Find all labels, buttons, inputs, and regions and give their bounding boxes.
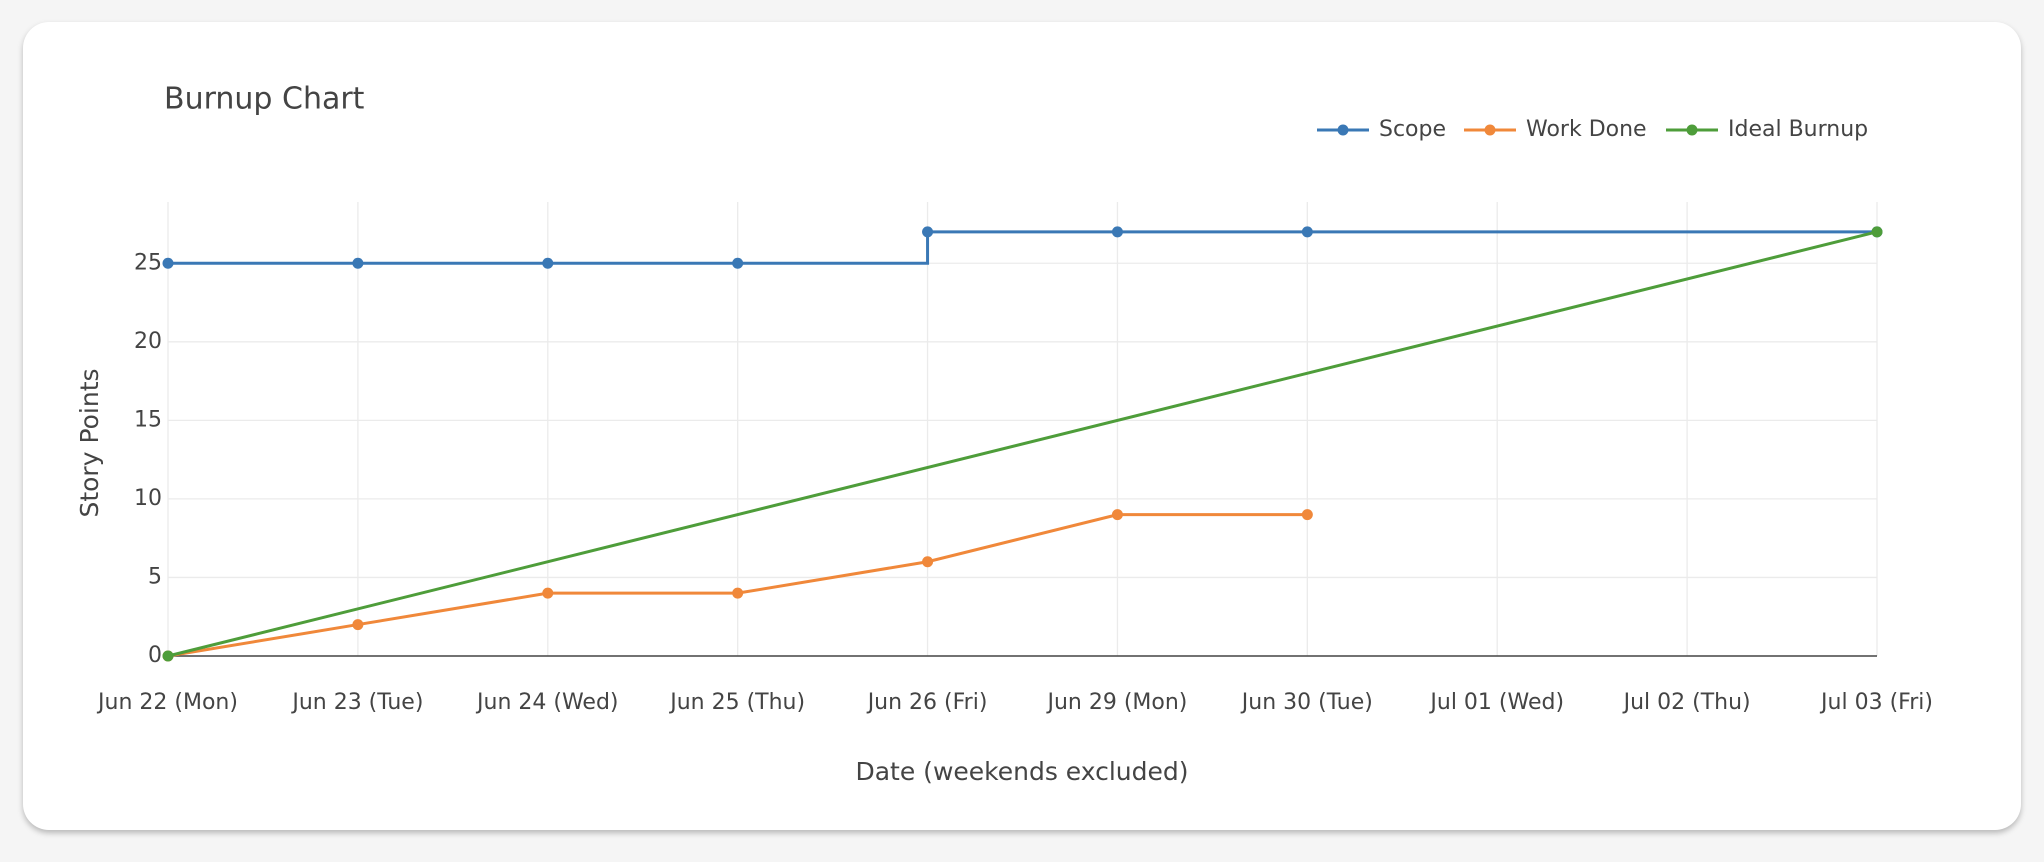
series-line <box>167 230 1878 658</box>
point <box>542 257 554 269</box>
x-tick-label: Jun 24 (Wed) <box>475 690 619 715</box>
x-tick-label: Jul 02 (Thu) <box>1622 690 1751 715</box>
point <box>922 226 934 238</box>
legend-label: Work Done <box>1526 117 1647 142</box>
y-tick-label: 5 <box>148 564 162 589</box>
point <box>1301 509 1313 521</box>
point <box>352 619 364 631</box>
series-line <box>168 230 1877 265</box>
chart-title: Burnup Chart <box>164 82 365 117</box>
x-tick-label: Jun 23 (Tue) <box>290 690 423 715</box>
y-tick-label: 20 <box>134 329 162 354</box>
legend-marker <box>1686 124 1698 136</box>
legend-label: Scope <box>1379 117 1446 142</box>
point <box>922 556 934 568</box>
point <box>542 587 554 599</box>
point <box>162 650 174 662</box>
legend-marker <box>1337 124 1349 136</box>
point <box>1871 226 1883 238</box>
x-tick-label: Jun 25 (Thu) <box>668 690 805 715</box>
point <box>352 257 364 269</box>
y-tick-label: 10 <box>134 486 162 511</box>
y-tick-label: 25 <box>134 250 162 275</box>
x-tick-label: Jun 29 (Mon) <box>1045 690 1187 715</box>
point <box>1111 226 1123 238</box>
x-tick-label: Jul 03 (Fri) <box>1819 690 1933 715</box>
legend-label: Ideal Burnup <box>1728 117 1868 142</box>
x-tick-label: Jun 26 (Fri) <box>866 690 988 715</box>
x-tick-label: Jun 22 (Mon) <box>96 690 238 715</box>
point <box>1111 509 1123 521</box>
x-tick-label: Jun 30 (Tue) <box>1240 690 1373 715</box>
point <box>162 257 174 269</box>
x-tick-label: Jul 01 (Wed) <box>1428 690 1564 715</box>
x-axis-title: Date (weekends excluded) <box>855 757 1188 786</box>
point <box>732 587 744 599</box>
legend-marker <box>1484 124 1496 136</box>
y-tick-label: 15 <box>134 407 162 432</box>
point <box>1301 226 1313 238</box>
point <box>732 257 744 269</box>
card <box>23 22 2021 830</box>
y-axis-title: Story Points <box>75 368 104 517</box>
y-tick-label: 0 <box>148 643 162 668</box>
